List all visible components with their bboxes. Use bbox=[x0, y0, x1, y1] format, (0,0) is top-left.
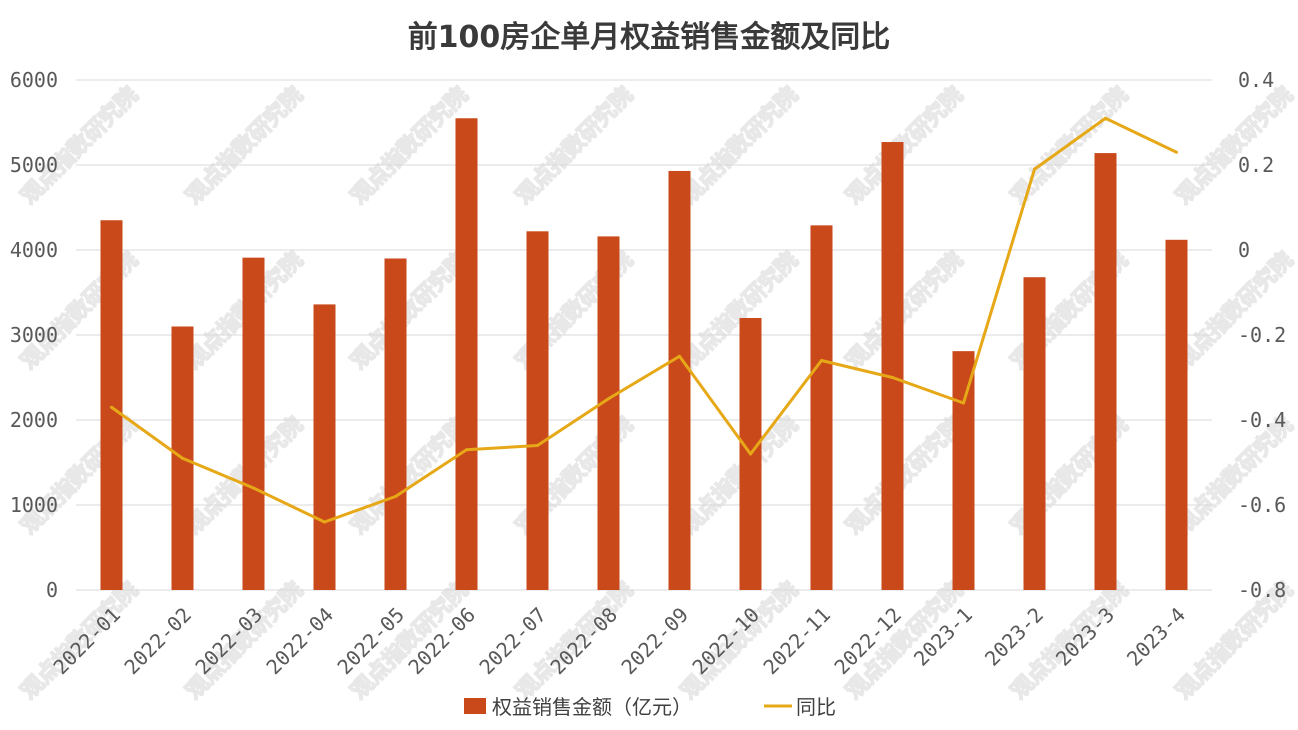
y-left-tick-label: 1000 bbox=[10, 493, 58, 517]
yoy-point bbox=[820, 359, 823, 362]
line-series bbox=[110, 116, 1178, 524]
yoy-point bbox=[323, 520, 326, 524]
legend-bar-swatch bbox=[464, 698, 486, 714]
bar-2022-07 bbox=[526, 231, 549, 591]
bar-2023-3 bbox=[1094, 153, 1117, 590]
yoy-point bbox=[891, 376, 894, 379]
yoy-point bbox=[110, 405, 113, 409]
watermark-text: 观点指数研究院 bbox=[346, 82, 473, 209]
yoy-point bbox=[1175, 150, 1178, 154]
yoy-point bbox=[1104, 116, 1107, 120]
yoy-point bbox=[607, 397, 610, 401]
y-right-tick-label: 0.4 bbox=[1238, 68, 1274, 92]
watermark-text: 观点指数研究院 bbox=[511, 82, 638, 209]
y-right-tick-label: -0.6 bbox=[1238, 493, 1286, 517]
bar-2022-06 bbox=[455, 118, 478, 590]
legend-bar-label: 权益销售金额（亿元） bbox=[492, 695, 692, 719]
y-left-tick-label: 4000 bbox=[10, 238, 58, 262]
watermark-text: 观点指数研究院 bbox=[676, 82, 803, 209]
bar-2022-09 bbox=[668, 170, 691, 590]
watermark-text: 观点指数研究院 bbox=[346, 412, 473, 539]
watermark-text: 观点指数研究院 bbox=[16, 82, 143, 209]
bar-2023-2 bbox=[1023, 277, 1046, 590]
x-tick-label: 2022-09 bbox=[616, 603, 693, 680]
y-right-tick-label: -0.4 bbox=[1238, 408, 1286, 432]
watermark-text: 观点指数研究院 bbox=[16, 247, 143, 374]
bar-2022-03 bbox=[242, 257, 265, 590]
chart-title: 前100房企单月权益销售金额及同比 bbox=[408, 20, 891, 55]
yoy-point bbox=[252, 486, 255, 490]
bar-2022-05 bbox=[384, 258, 407, 590]
x-tick-label: 2022-01 bbox=[48, 603, 125, 680]
y-right-tick-label: 0 bbox=[1238, 238, 1250, 262]
y-left-tick-label: 0 bbox=[46, 578, 58, 602]
yoy-point bbox=[465, 448, 468, 452]
y-right-tick-label: 0.2 bbox=[1238, 153, 1274, 177]
yoy-point bbox=[749, 452, 752, 456]
bar-2022-01 bbox=[100, 220, 123, 590]
bar-2022-08 bbox=[597, 236, 620, 590]
bar-2022-12 bbox=[881, 142, 904, 591]
yoy-line bbox=[110, 116, 1178, 524]
watermark-text: 观点指数研究院 bbox=[841, 412, 968, 539]
yoy-point bbox=[678, 354, 681, 358]
bar-2022-11 bbox=[810, 225, 833, 590]
gridlines bbox=[76, 79, 1212, 591]
y-left-tick-label: 3000 bbox=[10, 323, 58, 347]
x-tick-label: 2022-02 bbox=[119, 603, 196, 680]
watermark-text: 观点指数研究院 bbox=[181, 82, 308, 209]
bar-2023-1 bbox=[952, 351, 975, 590]
yoy-point bbox=[181, 456, 184, 460]
watermark-text: 观点指数研究院 bbox=[841, 247, 968, 374]
bar-2022-04 bbox=[313, 304, 336, 590]
bar-2023-4 bbox=[1165, 239, 1188, 591]
y-left-tick-label: 2000 bbox=[10, 408, 58, 432]
watermark-text: 观点指数研究院 bbox=[841, 82, 968, 209]
yoy-point bbox=[1033, 167, 1036, 171]
y-left-tick-label: 5000 bbox=[10, 153, 58, 177]
x-tick-label: 2023-4 bbox=[1122, 603, 1190, 671]
yoy-point bbox=[962, 401, 965, 405]
watermark-text: 观点指数研究院 bbox=[1171, 82, 1298, 209]
y-left-tick-label: 6000 bbox=[10, 68, 58, 92]
legend-line-label: 同比 bbox=[796, 695, 836, 719]
y-right-tick-label: -0.2 bbox=[1238, 323, 1286, 347]
yoy-point bbox=[394, 495, 397, 498]
yoy-point bbox=[536, 444, 539, 447]
y-right-tick-label: -0.8 bbox=[1238, 578, 1286, 602]
watermark-text: 观点指数研究院 bbox=[346, 247, 473, 374]
watermark-text: 观点指数研究院 bbox=[1171, 247, 1298, 374]
legend: 权益销售金额（亿元） 同比 bbox=[464, 695, 836, 719]
